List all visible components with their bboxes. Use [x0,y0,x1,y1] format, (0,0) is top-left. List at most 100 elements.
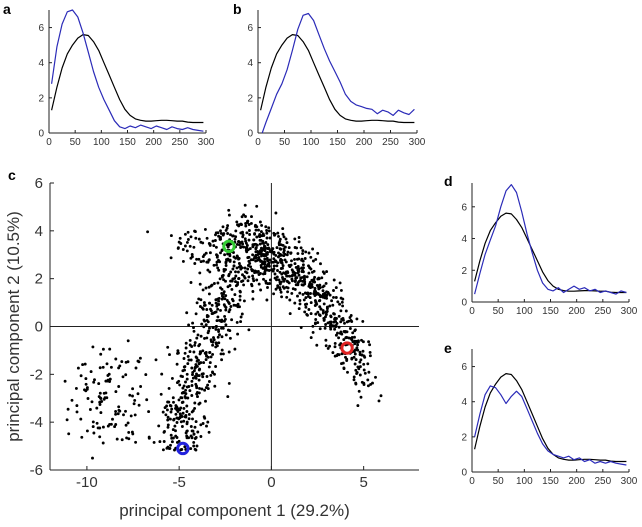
scatter-point [245,243,249,247]
scatter-point [172,417,176,421]
scatter-point [220,297,224,301]
scatter-point [251,277,255,281]
scatter-point [286,250,290,254]
scatter-point [356,404,360,408]
scatter-point [277,278,281,282]
scatter-point [190,379,194,383]
scatter-point [379,394,383,398]
scatter-point [91,420,95,424]
scatter-point [181,375,184,379]
scatter-point [283,258,287,262]
scatter-point [219,231,223,235]
scatter-point [272,264,276,268]
scatter-point [124,373,128,377]
scatter-point [240,280,243,283]
scatter-point [197,378,201,382]
scatter-point [185,420,189,424]
scatter-point [214,341,218,345]
scatter-point [185,311,189,315]
scatter-point [309,292,312,295]
scatter-point [201,241,205,245]
scatter-point [126,421,130,425]
scatter-point [209,373,213,377]
scatter-point [247,238,251,242]
scatter-point [232,264,236,268]
scatter-point [296,270,300,274]
scatter-point [237,224,241,228]
scatter-point [251,253,255,257]
scatter-point [313,322,317,326]
scatter-point [236,281,240,285]
scatter-point [231,299,235,303]
scatter-point [234,270,237,274]
scatter-point [214,327,218,331]
scatter-point [281,264,285,268]
scatter-point [268,236,272,240]
scatter-point [205,236,209,240]
scatter-point [199,260,203,264]
scatter-point [161,410,165,414]
scatter-point [99,411,103,415]
scatter-point [227,213,231,217]
scatter-point [192,440,196,444]
scatter-point [264,279,268,283]
scatter-point [188,338,192,342]
scatter-point [281,285,285,289]
scatter-point [315,283,319,287]
scatter-point [92,380,96,384]
scatter-point [175,421,179,424]
scatter-point [368,350,372,354]
scatter-point [334,323,338,327]
scatter-point [307,284,311,288]
scatter-point [186,354,190,358]
scatter-point [230,287,234,291]
scatter-point [183,232,187,236]
scatter-point [184,396,188,400]
scatter-point [247,259,251,263]
scatter-point [208,270,212,274]
scatter-point [203,336,206,340]
scatter-point [334,286,338,290]
scatter-point [262,277,265,281]
scatter-point [144,373,148,377]
scatter-point [258,242,262,246]
scatter-point [356,339,360,343]
scatter-point [74,386,78,390]
scatter-point [249,265,253,269]
scatter-point [212,244,216,248]
scatter-point [159,392,163,396]
scatter-point [210,303,214,307]
scatter-point [124,409,127,413]
scatter-point [317,299,321,303]
scatter-point [260,252,264,256]
scatter-point [362,362,366,366]
scatter-point [185,240,189,244]
scatter-point [162,440,166,443]
scatter-point [145,398,149,402]
scatter-point [238,264,242,268]
scatter-point [204,323,208,327]
scatter-point [262,234,266,237]
scatter-point [368,354,372,358]
scatter-point [250,215,253,219]
scatter-point [278,286,282,290]
scatter-point [185,249,189,253]
scatter-point [322,302,326,306]
scatter-point [247,328,251,332]
scatter-point [86,397,90,400]
scatter-point [163,406,167,410]
scatter-point [238,294,242,298]
y-tick-label: 2 [461,432,467,443]
scatter-point [173,424,177,428]
scatter-point [111,417,114,421]
scatter-point [133,413,137,417]
scatter-point [344,309,348,313]
scatter-point [313,286,317,290]
scatter-point [190,384,194,387]
scatter-point [76,366,80,370]
scatter-point [102,391,106,395]
scatter-point [109,365,113,369]
scatter-point [184,341,188,345]
scatter-point [243,266,247,270]
scatter-point [205,336,209,340]
